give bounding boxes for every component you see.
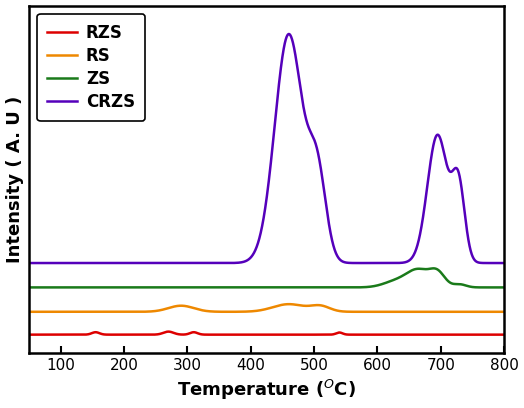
ZS <box>501 285 507 290</box>
ZS <box>230 285 236 290</box>
RS <box>486 309 493 314</box>
CRZS <box>230 261 236 266</box>
CRZS <box>225 261 232 266</box>
RZS <box>252 332 258 337</box>
ZS <box>463 283 469 288</box>
ZS <box>371 284 377 288</box>
CRZS <box>371 261 377 266</box>
RZS <box>230 332 236 337</box>
Y-axis label: Intensity ( A. U ): Intensity ( A. U ) <box>6 95 24 263</box>
RS <box>371 309 377 314</box>
RS <box>225 309 232 314</box>
ZS <box>225 285 232 290</box>
ZS <box>430 266 436 271</box>
RZS <box>226 332 232 337</box>
RS <box>463 309 469 314</box>
RS <box>286 302 292 306</box>
X-axis label: Temperature ($^{O}$C): Temperature ($^{O}$C) <box>177 378 356 402</box>
ZS <box>486 285 493 290</box>
Line: CRZS: CRZS <box>29 34 504 263</box>
RZS <box>165 329 171 334</box>
ZS <box>26 285 32 290</box>
CRZS <box>486 261 493 266</box>
CRZS <box>463 220 469 225</box>
CRZS <box>252 249 258 254</box>
Line: RZS: RZS <box>29 332 504 335</box>
ZS <box>252 285 258 290</box>
RZS <box>501 332 507 337</box>
CRZS <box>286 31 292 36</box>
CRZS <box>501 261 507 266</box>
RZS <box>463 332 469 337</box>
RS <box>230 309 236 314</box>
RS <box>252 308 258 313</box>
CRZS <box>26 261 32 266</box>
RS <box>26 309 32 314</box>
Line: RS: RS <box>29 304 504 312</box>
Legend: RZS, RS, ZS, CRZS: RZS, RS, ZS, CRZS <box>37 14 145 121</box>
RZS <box>26 332 32 337</box>
RZS <box>486 332 493 337</box>
Line: ZS: ZS <box>29 268 504 287</box>
RS <box>501 309 507 314</box>
RZS <box>371 332 377 337</box>
